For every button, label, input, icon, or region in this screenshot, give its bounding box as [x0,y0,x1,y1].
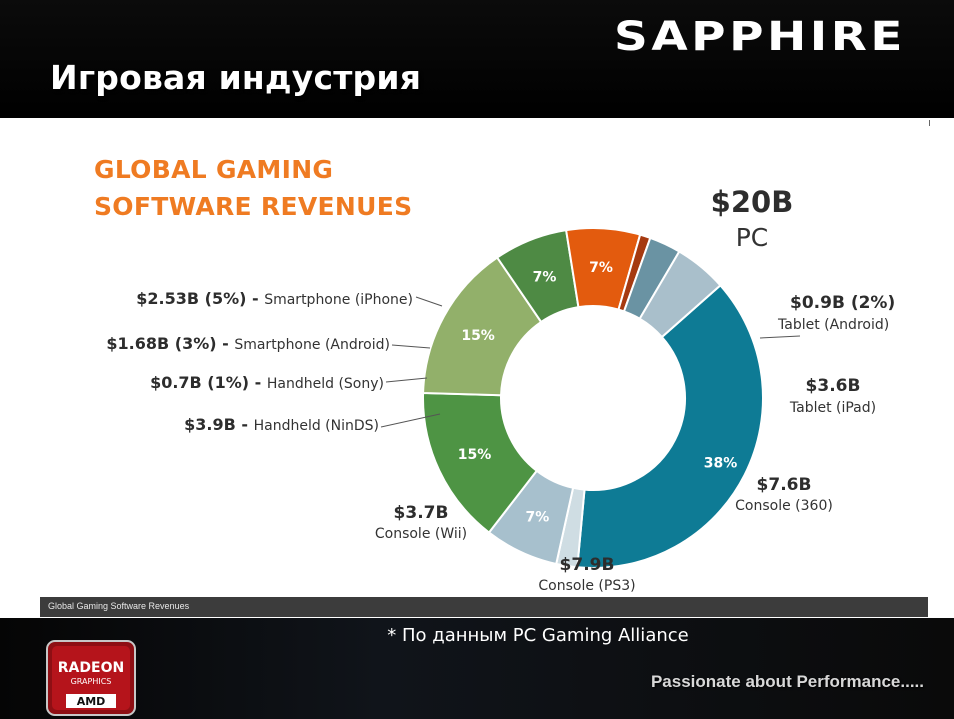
slice-value-label: $20B [711,185,794,219]
leader-line [385,377,428,383]
slice-name-label: Handheld (NinDS) [254,418,379,434]
slice-name-label: Tablet (iPad) [789,400,876,416]
leader-line [380,413,441,428]
slice-name-label: Smartphone (iPhone) [264,292,413,308]
chart-title-line-1: GLOBAL GAMING [94,155,333,184]
panel-edge [929,118,954,618]
radeon-graphics-badge: RADEON GRAPHICS AMD [46,640,136,716]
slice-label: $2.53B (5%) - Smartphone (iPhone) [136,289,413,308]
slice-name-label: PC [736,223,769,252]
slice-name-label: Smartphone (Android) [234,337,390,353]
percent-label: 15% [461,328,495,344]
badge-amd-plate [66,694,116,708]
slice-value-label: $3.9B - [184,415,253,434]
slice-value-label: $3.6B [806,376,861,396]
slice-name-label: Handheld (Sony) [267,376,384,392]
slice-name-label: Console (PS3) [538,578,635,594]
header-bar [0,0,954,118]
leader-lines [380,296,801,428]
slice-label: $3.9B - Handheld (NinDS) [184,415,379,434]
chart-caption: Global Gaming Software Revenues [48,601,190,611]
brand-wordmark: SAPPHIRE [614,16,906,56]
badge-line-2: GRAPHICS [71,677,112,686]
slice-smartphone-iphone [638,250,722,339]
percent-label: 7% [533,269,557,285]
slice-label: $0.7B (1%) - Handheld (Sony) [150,373,384,392]
slice-name-label: Console (360) [735,498,833,514]
slice-pc [576,283,764,569]
badge-line-1: RADEON [58,660,124,676]
slice-value-label: $1.68B (3%) - [106,334,234,353]
leader-line [415,296,443,307]
slide-title: Игровая индустрия [50,58,422,97]
percent-label: 15% [458,447,492,463]
slice-value-label: $3.7B [394,503,449,523]
sapphire-logo: SAPPHIRE [614,16,906,56]
caption-bar: Global Gaming Software Revenues [40,597,928,617]
chart-title-line-2: SOFTWARE REVENUES [94,192,412,221]
slice-name-label: Tablet (Android) [777,317,889,333]
leader-line [391,344,431,349]
slice-value-label: $0.7B (1%) - [150,373,267,392]
slice-value-label: $0.9B (2%) [790,293,895,313]
slice-name-label: Console (Wii) [375,526,467,542]
badge-line-3: AMD [77,695,106,708]
percent-label: 7% [589,260,613,276]
percent-label: 7% [526,510,550,526]
slice-value-label: $2.53B (5%) - [136,289,264,308]
percent-label: 38% [704,456,738,472]
slice-label: $1.68B (3%) - Smartphone (Android) [106,334,390,353]
source-footnote: * По данным PC Gaming Alliance [387,625,689,646]
slice-labels: $20B PC $0.9B (2%) Tablet (Android) $3.6B Tab… [106,185,895,594]
revenue-donut-chart: GLOBAL GAMING SOFTWARE REVENUES 38% 7% 15%… [94,155,895,594]
slogan: Passionate about Performance..... [650,672,924,691]
slice-value-label: $7.6B [757,475,812,495]
leader-line [759,335,801,339]
donut-slices [422,227,764,569]
footer-bar [0,618,954,719]
percent-labels: 38% 7% 15% 15% 7% 7% [458,260,737,525]
slice-value-label: $7.9B [560,555,615,575]
